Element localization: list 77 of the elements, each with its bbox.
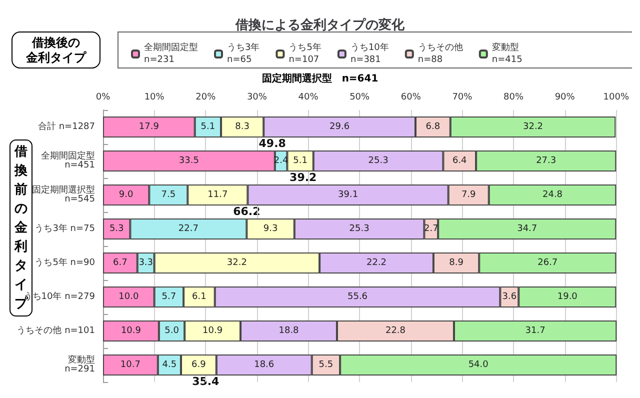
data-label: 19.0 [557, 292, 578, 302]
data-label: 24.8 [542, 190, 563, 200]
data-label: 54.0 [468, 360, 489, 370]
data-label: 32.2 [226, 258, 247, 268]
chart-title: 借換による金利タイプの変化 [234, 17, 406, 33]
y-tick-label: 合計 n=1287 [38, 121, 95, 132]
x-tick-label: 70% [452, 92, 473, 102]
data-label: 9.0 [118, 190, 134, 200]
data-label: 18.6 [254, 360, 274, 370]
data-label: 18.8 [278, 326, 300, 336]
y-tick-label: うち5年 n=90 [34, 257, 96, 268]
data-label: 33.5 [178, 156, 199, 166]
data-label: 22.7 [178, 224, 198, 234]
text: 固定期間選択型 n=641 [262, 72, 378, 84]
data-label: 11.7 [208, 190, 228, 200]
data-label: 39.1 [338, 190, 358, 200]
data-label: 8.3 [235, 122, 250, 132]
annotation: 35.4 [192, 375, 220, 388]
data-label: 17.9 [138, 122, 160, 132]
x-tick-label: 30% [246, 92, 268, 102]
legend-label: うち3年 n=65 [227, 42, 260, 65]
y-tick-label: うち3年 n=75 [34, 223, 95, 234]
data-label: 31.7 [525, 326, 546, 336]
data-label: 6.8 [426, 122, 440, 132]
data-label: 7.9 [461, 190, 476, 200]
data-label: 6.7 [113, 258, 128, 268]
legend-label: 変動型 n=415 [492, 42, 522, 65]
data-label: 10.0 [118, 292, 139, 302]
x-tick-label: 80% [504, 92, 524, 102]
data-label: 6.9 [192, 360, 206, 370]
data-label: 8.9 [449, 258, 464, 268]
data-label: 10.9 [120, 326, 142, 336]
data-label: 10.9 [202, 326, 223, 336]
annotation: 49.8 [258, 137, 286, 150]
data-label: 22.8 [385, 326, 406, 336]
data-label: 32.2 [522, 122, 544, 132]
legend-label: うちその他 n=88 [418, 42, 463, 65]
data-label: 10.7 [120, 360, 140, 370]
data-label: 26.7 [538, 258, 558, 268]
x-tick-label: 100% [603, 92, 630, 102]
y-tick-label: 変動型 n=291 [64, 354, 95, 374]
x-tick-label: 20% [196, 92, 216, 102]
data-label: 5.0 [164, 326, 180, 336]
legend-label: うち10年 n=381 [350, 42, 389, 65]
x-tick-label: 50% [350, 92, 370, 102]
legend-label: うち5年 n=107 [288, 42, 322, 65]
data-label: 29.6 [330, 122, 350, 132]
data-label: 6.4 [452, 156, 468, 166]
legend-title: 借換後の金利タイプ [25, 36, 87, 64]
x-tick-label: 60% [400, 92, 422, 102]
data-label: 5.5 [318, 360, 334, 370]
data-label: 5.7 [162, 292, 176, 302]
legend-label: 全期間固定型 n=231 [144, 42, 198, 65]
data-label: 6.1 [192, 292, 206, 302]
x-tick-label: 40% [298, 92, 319, 102]
y-tick-label: うちその他 n=101 [16, 325, 95, 336]
y-tick-label: 固定期間選択型 n=545 [32, 184, 95, 204]
data-label: 9.3 [263, 224, 278, 234]
annotation: 39.2 [290, 171, 317, 184]
text: 借換前の金利タイプ [14, 144, 28, 312]
data-label: 5.1 [293, 156, 308, 166]
x-tick-label: 90% [554, 92, 576, 102]
x-tick-label: 0% [96, 92, 111, 102]
data-label: 5.1 [200, 122, 216, 132]
data-label: 25.3 [349, 224, 370, 234]
data-label: 25.3 [368, 156, 388, 166]
data-label: 55.6 [347, 292, 368, 302]
data-label: 3.6 [502, 292, 517, 302]
data-label: 4.5 [162, 360, 177, 370]
data-label: 7.5 [161, 190, 176, 200]
data-label: 34.7 [517, 224, 538, 234]
y-tick-label: 全期間固定型 n=451 [41, 150, 95, 170]
x-tick-label: 10% [144, 92, 165, 102]
data-label: 22.2 [366, 258, 387, 268]
data-label: 27.3 [536, 156, 556, 166]
data-label: 5.3 [109, 224, 124, 234]
data-label: 3.3 [138, 258, 154, 268]
